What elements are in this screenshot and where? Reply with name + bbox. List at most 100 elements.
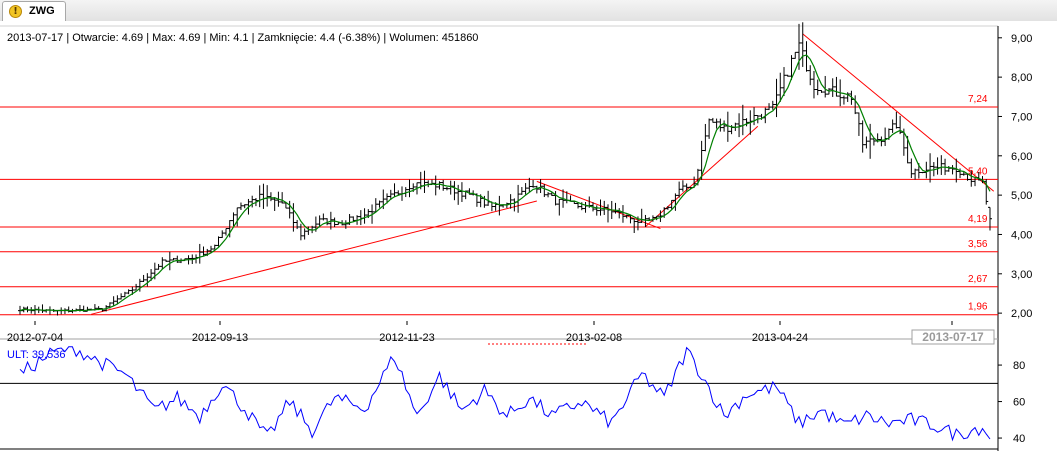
ohlc-bar <box>553 191 558 206</box>
ohlc-bar <box>819 89 824 93</box>
ohlc-bar <box>924 161 929 179</box>
cursor-date-box <box>911 329 995 345</box>
ohlc-bar <box>134 283 139 291</box>
y-tick-label: 2,00 <box>1011 308 1032 320</box>
x-tick-label: 2012-07-04 <box>7 332 63 344</box>
ohlc-bar <box>164 259 169 262</box>
y-tick-label: 3,00 <box>1011 269 1032 281</box>
ohlc-bar <box>160 257 165 270</box>
ohlc-bar <box>811 70 816 99</box>
ohlc-bar <box>658 210 663 222</box>
ohlc-bar <box>223 228 228 236</box>
ohlc-bar <box>66 306 71 313</box>
indicator-panel: 40 60 80 <box>0 346 1025 450</box>
ohlc-bar <box>220 230 225 238</box>
tab-label: ZWG <box>29 5 55 17</box>
y-tick-label: 9,00 <box>1011 33 1032 45</box>
ohlc-bar <box>913 168 918 180</box>
ohlc-bar <box>864 136 869 149</box>
ohlc-bar <box>598 199 603 216</box>
ohlc-bar <box>707 118 712 139</box>
ohlc-bar <box>343 220 348 229</box>
x-tick-label: 2013-04-24 <box>752 332 808 344</box>
ohlc-bar <box>302 228 307 240</box>
y-tick-label: 4,00 <box>1011 229 1032 241</box>
ohlc-bar <box>332 217 337 228</box>
ohlc-bar <box>789 55 794 80</box>
ohlc-bar <box>624 214 629 219</box>
level-label: 3,56 <box>968 239 988 250</box>
ohlc-bar <box>377 200 382 208</box>
ohlc-bar <box>456 184 461 205</box>
ohlc-bar <box>272 197 277 211</box>
indicator-y-tick-label: 40 <box>1013 433 1025 445</box>
ohlc-bar <box>122 291 127 298</box>
ohlc-bar <box>800 22 805 67</box>
ohlc-bar <box>774 78 779 118</box>
indicator-label: ULT: 39.536 <box>7 349 66 361</box>
ohlc-bar <box>969 170 974 187</box>
tab-zwg[interactable]: ! ZWG <box>2 1 66 21</box>
chart-background <box>0 21 1057 451</box>
ohlc-bar <box>268 192 273 202</box>
x-tick-label: 2013-07-17 <box>922 330 984 344</box>
ohlc-bar <box>920 171 925 174</box>
ohlc-bar <box>909 158 914 178</box>
ohlc-bar <box>782 67 787 97</box>
ohlc-bar <box>958 168 963 179</box>
ohlc-bar <box>111 296 116 306</box>
ohlc-bar <box>680 180 685 192</box>
ohlc-bar <box>531 179 536 188</box>
ohlc-bar <box>542 184 547 198</box>
ohlc-bar <box>767 103 772 111</box>
ohlc-bar <box>557 198 562 216</box>
level-label: 7,24 <box>968 94 988 105</box>
ohlc-bar <box>714 118 719 129</box>
ohlc-bar <box>212 244 217 250</box>
indicator-y-tick-label: 80 <box>1013 360 1025 372</box>
ohlc-bar <box>351 216 356 222</box>
ohlc-bar <box>665 206 670 210</box>
ohlc-bar <box>452 181 457 201</box>
ohlc-bar <box>523 183 528 195</box>
ohlc-bar <box>673 193 678 211</box>
info-bar: 2013-07-17 | Otwarcie: 4.69 | Max: 4.69 … <box>7 32 478 44</box>
ohlc-bar <box>291 203 296 232</box>
ohlc-bar <box>317 215 322 228</box>
y-tick-label: 7,00 <box>1011 111 1032 123</box>
ohlc-bar <box>594 205 599 216</box>
y-tick-label: 8,00 <box>1011 72 1032 84</box>
ohlc-bar <box>280 192 285 204</box>
ohlc-bar <box>856 112 861 136</box>
ohlc-bar <box>988 206 992 231</box>
ohlc-bar <box>407 179 412 198</box>
ohlc-bar <box>890 119 895 133</box>
ult-line <box>19 346 991 442</box>
ohlc-bar <box>868 123 873 159</box>
level-label: 5,40 <box>968 166 988 177</box>
ohlc-bar <box>613 202 618 214</box>
ohlc-bar <box>841 95 846 105</box>
ohlc-bar <box>632 218 637 233</box>
ohlc-bar <box>444 186 449 191</box>
ohlc-bar <box>722 120 727 132</box>
ohlc-bar <box>201 246 206 256</box>
ohlc-bar <box>216 236 221 247</box>
ohlc-bar <box>699 140 704 180</box>
ohlc-bar <box>815 79 820 96</box>
ohlc-bar <box>549 192 554 196</box>
ohlc-bar <box>830 78 835 97</box>
ohlc-bar <box>325 218 330 226</box>
ohlc-bar <box>770 100 775 110</box>
ohlc-bar <box>546 192 551 198</box>
ohlc-bar <box>126 289 131 295</box>
ohlc-bar <box>119 293 124 300</box>
warning-icon: ! <box>9 5 22 18</box>
ohlc-bar <box>295 219 300 230</box>
price-chart[interactable]: 7,24 5,40 4,19 3,56 2,67 1,96 2,00 3,00 4,00 5,00… <box>0 21 1057 451</box>
ohlc-bar <box>175 255 180 263</box>
ohlc-bar <box>437 181 442 190</box>
ohlc-bar <box>321 213 326 221</box>
x-tick-label: 2012-09-13 <box>192 332 248 344</box>
ohlc-bar <box>804 41 809 72</box>
